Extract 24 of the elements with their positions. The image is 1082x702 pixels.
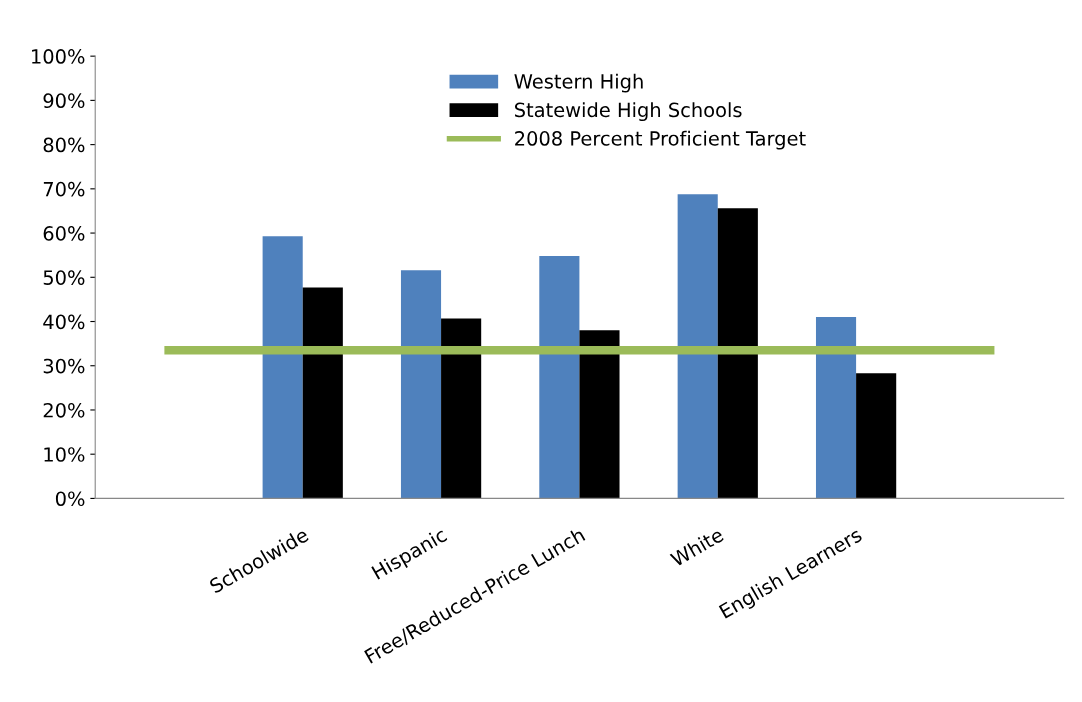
y-tick-label: 30% [43, 358, 85, 374]
legend-label: Western High [514, 73, 643, 93]
bar [441, 318, 482, 499]
y-tick-label: 90% [43, 93, 85, 109]
bar [539, 256, 580, 499]
y-tick-label: 20% [43, 402, 85, 418]
bar [302, 287, 343, 499]
bar [400, 270, 442, 499]
y-tick-label: 40% [43, 314, 85, 330]
y-tick-label: 100% [32, 49, 85, 64]
legend-label: 2008 Percent Proficient Target [515, 130, 806, 150]
y-tick-label: 60% [43, 226, 85, 241]
bar [815, 317, 857, 499]
bar [856, 373, 897, 499]
y-tick-label: 80% [43, 137, 85, 153]
y-tick-label: 0% [55, 491, 85, 507]
bar [579, 330, 620, 499]
bar [262, 236, 303, 499]
bar [677, 194, 718, 499]
bar [717, 208, 758, 499]
y-tick-label: 10% [44, 447, 85, 462]
y-tick-label: 50% [43, 270, 85, 285]
y-tick-label: 70% [43, 181, 85, 197]
legend-label: Statewide High Schools [514, 102, 742, 122]
